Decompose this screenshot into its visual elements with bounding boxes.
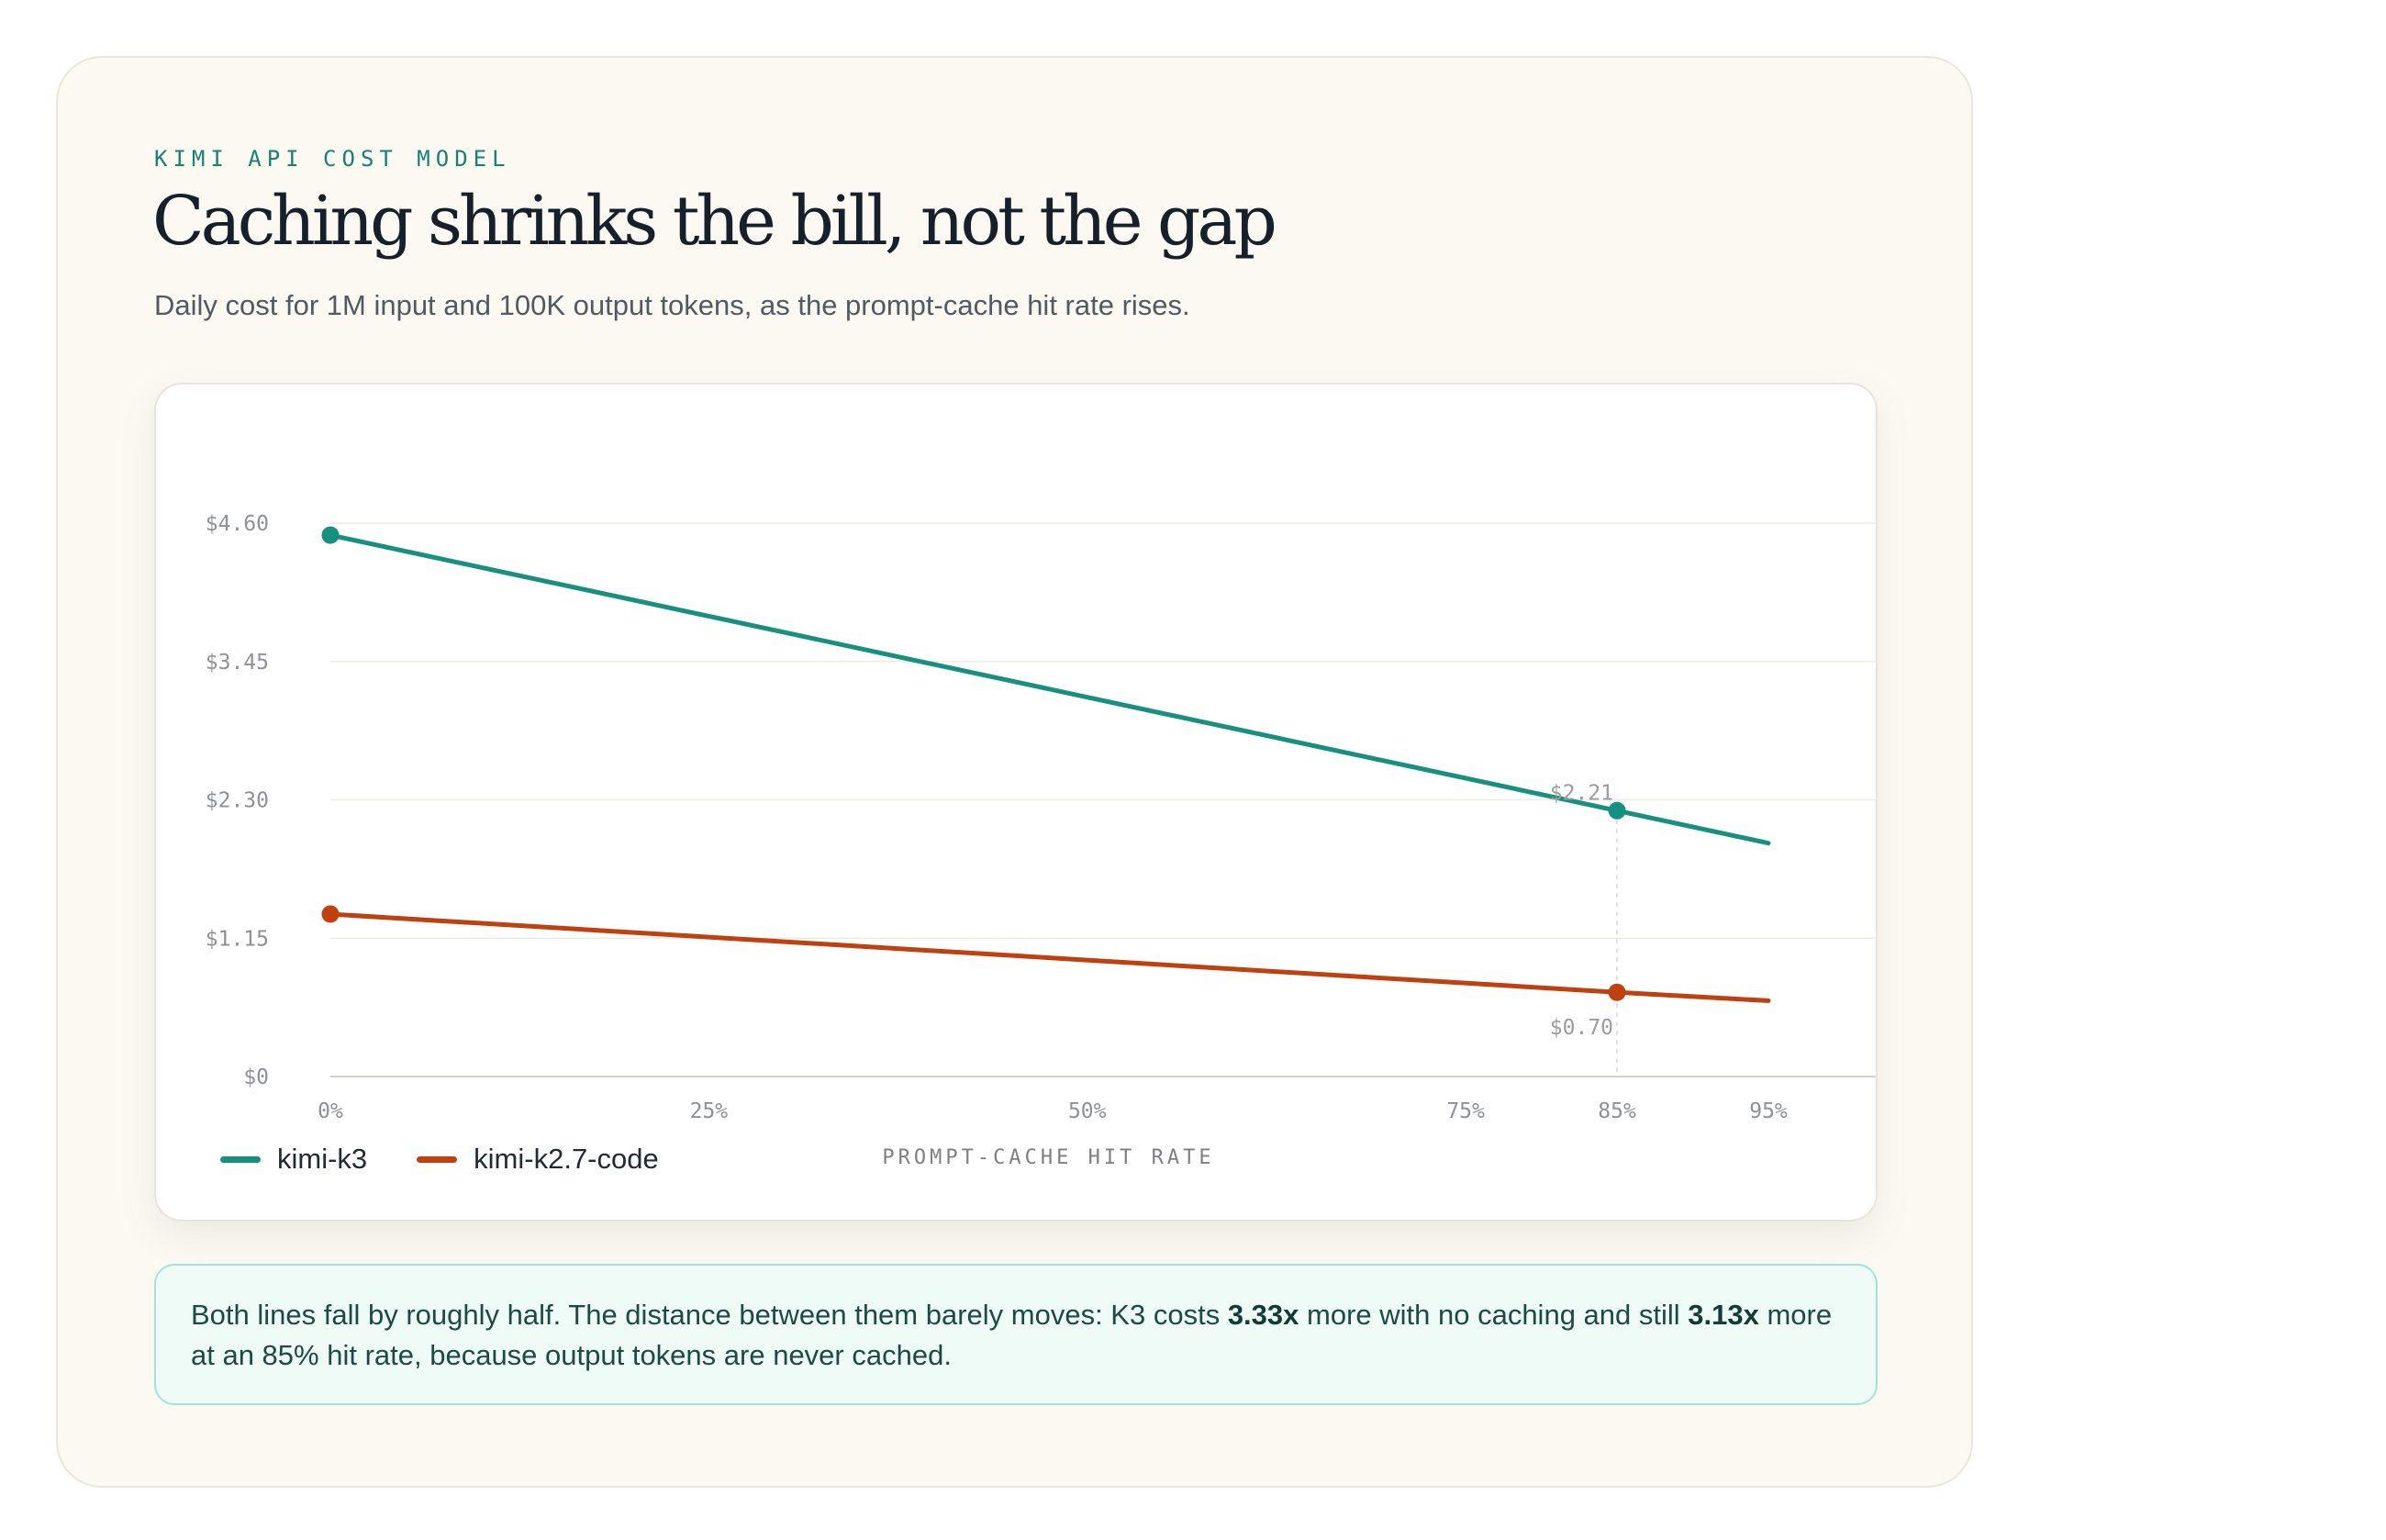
y-tick-label: $4.60 (206, 512, 269, 536)
x-tick-label: 95% (1749, 1099, 1788, 1123)
x-tick-label: 0% (318, 1099, 343, 1123)
note-text-2: more with no caching and still (1299, 1299, 1689, 1331)
line-chart: $0 $1.15 $2.30 $3.45 $4.60 0% 25% 50% 75% 85% 95% P… (206, 512, 1876, 1169)
legend-item-kimi-k2-7-code: kimi-k2.7-code (417, 1143, 659, 1176)
data-point-kimi-k3 (321, 526, 340, 544)
note-bold-ratio-no-cache: 3.33x (1227, 1299, 1299, 1331)
x-tick-label: 75% (1446, 1099, 1485, 1123)
note-text-1: Both lines fall by roughly half. The dis… (191, 1299, 1228, 1331)
legend-swatch-kimi-k2-7-code (417, 1155, 458, 1163)
eyebrow-label: KIMI API COST MODEL (154, 146, 511, 172)
data-label-kimi-k2-7-code: $0.70 (1550, 1016, 1613, 1040)
data-point-kimi-k2-7-code (321, 905, 340, 923)
chart-card: KIMI API COST MODEL Caching shrinks the … (56, 56, 1973, 1488)
data-point-kimi-k2-7-code (1608, 983, 1626, 1001)
y-tick-label: $0 (243, 1066, 269, 1089)
y-tick-label: $3.45 (206, 651, 269, 675)
x-axis-title: PROMPT-CACHE HIT RATE (882, 1146, 1214, 1169)
data-point-kimi-k3 (1608, 801, 1626, 820)
x-tick-label: 25% (690, 1099, 729, 1123)
legend-label-kimi-k3: kimi-k3 (277, 1143, 368, 1175)
series-line-kimi-k2-7-code (328, 911, 1771, 1003)
chart-legend: kimi-k3 kimi-k2.7-code (220, 1143, 708, 1176)
y-tick-label: $1.15 (206, 927, 269, 951)
legend-item-kimi-k3: kimi-k3 (220, 1143, 367, 1176)
note-text-3: more at an 85% hit rate, because output … (191, 1299, 1833, 1371)
y-tick-label: $2.30 (206, 789, 269, 813)
legend-label-kimi-k2-7-code: kimi-k2.7-code (474, 1143, 659, 1175)
chart-panel: $0 $1.15 $2.30 $3.45 $4.60 0% 25% 50% 75% 85% 95% P… (154, 383, 1878, 1222)
insight-note: Both lines fall by roughly half. The dis… (154, 1264, 1878, 1405)
x-tick-label: 85% (1598, 1099, 1636, 1123)
note-bold-ratio-cached: 3.13x (1688, 1299, 1759, 1331)
page-title: Caching shrinks the bill, not the gap (152, 182, 1277, 261)
page-subtitle: Daily cost for 1M input and 100K output … (154, 289, 1190, 321)
data-label-kimi-k3: $2.21 (1550, 781, 1613, 805)
legend-swatch-kimi-k3 (220, 1155, 261, 1163)
x-tick-label: 50% (1068, 1099, 1107, 1123)
